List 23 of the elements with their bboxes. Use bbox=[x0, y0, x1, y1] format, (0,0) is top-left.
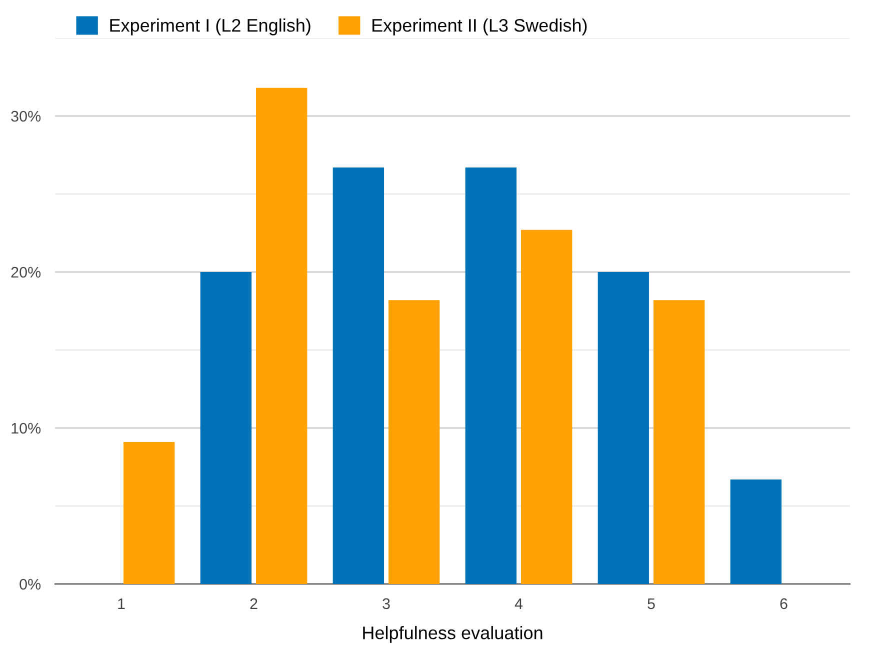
bar bbox=[200, 272, 252, 584]
x-axis-title: Helpfulness evaluation bbox=[363, 626, 542, 643]
x-tick-label: 3 bbox=[382, 598, 390, 610]
x-tick-label: 5 bbox=[648, 598, 655, 610]
bar bbox=[388, 300, 440, 584]
x-tick-label: 2 bbox=[250, 598, 258, 609]
x-tick-label: 1 bbox=[118, 598, 125, 609]
y-tick-label: 10% bbox=[12, 422, 41, 434]
legend-label: Experiment II (L3 Swedish) bbox=[372, 18, 587, 36]
bar bbox=[332, 167, 384, 584]
bar bbox=[730, 479, 782, 584]
x-tick-label: 4 bbox=[514, 598, 523, 609]
bar bbox=[598, 272, 650, 584]
bar bbox=[123, 442, 175, 584]
y-tick-label: 0% bbox=[20, 578, 41, 590]
bar bbox=[520, 230, 572, 584]
y-tick-label: 20% bbox=[11, 266, 41, 278]
bar bbox=[256, 88, 308, 584]
y-tick-label: 30% bbox=[11, 110, 41, 122]
bar bbox=[653, 300, 705, 584]
bar bbox=[465, 167, 517, 584]
legend-label: Experiment I (L2 English) bbox=[110, 18, 310, 36]
x-tick-label: 6 bbox=[780, 598, 788, 610]
